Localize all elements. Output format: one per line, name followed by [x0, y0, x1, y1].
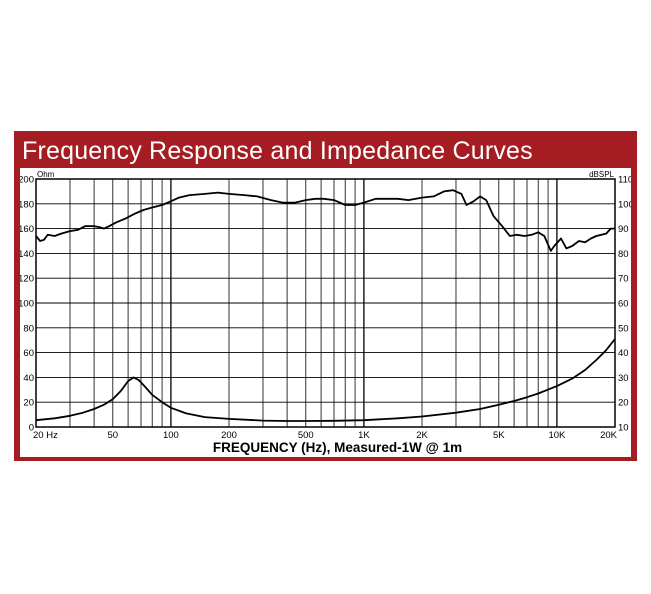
y-left-tick-label: 40 [23, 373, 34, 384]
y-left-tick-label: 160 [20, 224, 34, 235]
y-left-unit: Ohm [37, 170, 55, 179]
axis-labels: 0 20 40 60 80 100 120 140 160 180 200 10 20 30 40 50 60 7… [20, 170, 631, 441]
y-right-tick-label: 100 [618, 199, 631, 210]
x-tick-label: 500 [298, 430, 314, 441]
y-left-tick-label: 60 [23, 348, 34, 359]
y-right-tick-label: 50 [618, 323, 629, 334]
x-tick-label: 1K [358, 430, 370, 441]
y-left-tick-label: 20 [23, 398, 34, 409]
y-left-tick-label: 180 [20, 199, 34, 210]
y-right-tick-label: 40 [618, 348, 629, 359]
spl-curve [35, 189, 615, 252]
y-right-tick-label: 80 [618, 249, 629, 260]
chart-panel: 0 20 40 60 80 100 120 140 160 180 200 10 20 30 40 50 60 7… [20, 168, 631, 457]
y-right-tick-label: 110 [618, 175, 631, 186]
y-left-tick-label: 120 [20, 274, 34, 285]
chart-title: Frequency Response and Impedance Curves [22, 137, 533, 165]
y-left-tick-label: 100 [20, 299, 34, 310]
y-right-tick-label: 70 [618, 274, 629, 285]
x-axis-label: FREQUENCY (Hz), Measured-1W @ 1m [213, 440, 462, 455]
y-left-tick-label: 0 [29, 423, 34, 434]
curves [35, 189, 616, 422]
y-right-tick-label: 60 [618, 299, 629, 310]
impedance-curve [35, 338, 616, 422]
x-tick-label: 5K [493, 430, 505, 441]
x-tick-label: 20 Hz [33, 430, 58, 441]
grid-minor [35, 178, 616, 428]
y-right-tick-label: 20 [618, 398, 629, 409]
x-tick-label: 20K [600, 430, 618, 441]
x-tick-label: 100 [163, 430, 179, 441]
plot-border [35, 178, 616, 428]
x-tick-label: 2K [416, 430, 428, 441]
x-tick-label: 200 [221, 430, 237, 441]
y-right-unit: dBSPL [589, 170, 614, 179]
y-right-tick-label: 30 [618, 373, 629, 384]
y-left-tick-label: 200 [20, 175, 34, 186]
frequency-response-chart: 0 20 40 60 80 100 120 140 160 180 200 10 20 30 40 50 60 7… [20, 170, 631, 455]
x-tick-label: 10K [548, 430, 566, 441]
y-left-tick-label: 140 [20, 249, 34, 260]
y-right-tick-label: 10 [618, 423, 629, 434]
y-left-tick-label: 80 [23, 323, 34, 334]
y-right-tick-label: 90 [618, 224, 629, 235]
x-tick-label: 50 [108, 430, 119, 441]
